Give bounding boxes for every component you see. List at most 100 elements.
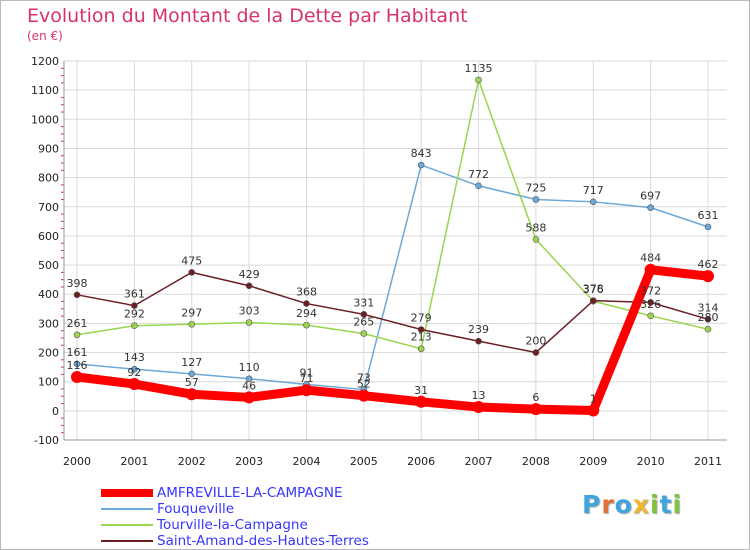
data-label: 772 (468, 168, 489, 181)
logo-letter: P (582, 490, 602, 519)
y-tick-label: 1000 (31, 113, 59, 126)
data-label: 73 (357, 372, 371, 385)
x-tick-label: 2007 (465, 455, 493, 468)
x-tick-label: 2011 (694, 455, 722, 468)
data-label: 462 (698, 258, 719, 271)
data-label: 372 (640, 284, 661, 297)
data-label: 57 (185, 376, 199, 389)
x-tick-label: 2004 (292, 455, 320, 468)
series-line (76, 271, 709, 354)
data-label: 1 (590, 393, 597, 406)
data-point (131, 322, 138, 330)
x-tick-label: 2005 (350, 455, 378, 468)
data-point (300, 384, 313, 397)
data-point (71, 371, 83, 384)
y-tick-label: 100 (38, 376, 59, 389)
plot-area (64, 61, 727, 440)
data-point (357, 389, 370, 402)
data-point (73, 360, 81, 368)
data-point (589, 297, 597, 304)
y-tick-label: -100 (34, 434, 59, 447)
data-label: 631 (698, 209, 719, 222)
data-point (245, 375, 253, 383)
data-label: 280 (698, 311, 719, 324)
data-label: 717 (583, 184, 604, 197)
data-label: 46 (242, 379, 256, 392)
data-label: 475 (181, 254, 202, 267)
legend-swatch (101, 524, 153, 526)
data-point (417, 326, 425, 333)
data-point (529, 403, 542, 416)
data-point (647, 312, 654, 320)
legend-label: Fouqueville (157, 501, 235, 517)
proxiti-logo: Proxiti (582, 490, 682, 519)
legend-label: Saint-Amand-des-Hautes-Terres (157, 533, 369, 549)
data-point (644, 263, 657, 276)
y-tick-label: 0 (52, 405, 59, 418)
y-tick-label: 800 (38, 172, 59, 185)
logo-letter: o (614, 490, 633, 519)
data-point (243, 391, 256, 404)
data-label: 116 (67, 359, 88, 372)
data-point (702, 270, 714, 283)
data-point (417, 161, 425, 169)
logo-letter: x (632, 490, 650, 519)
series-line (76, 164, 709, 391)
data-label: 697 (640, 190, 661, 203)
data-label: 725 (525, 181, 546, 194)
y-tick-label: 900 (38, 142, 59, 155)
data-label: 92 (127, 366, 141, 379)
data-point (245, 319, 253, 326)
data-point (587, 404, 600, 417)
data-label: 331 (353, 296, 374, 309)
data-point (188, 269, 196, 276)
data-point (131, 365, 138, 373)
data-label: 378 (583, 283, 604, 296)
data-point (415, 395, 428, 408)
x-tick-label: 2001 (120, 455, 148, 468)
x-tick-label: 2009 (579, 455, 607, 468)
x-tick-label: 2003 (235, 455, 263, 468)
y-tick-label: 700 (38, 201, 59, 214)
legend-swatch (101, 489, 153, 497)
data-point (532, 196, 540, 203)
data-label: 314 (698, 301, 719, 314)
y-tick-label: 1100 (31, 84, 59, 97)
data-point (475, 76, 482, 84)
x-tick-label: 2000 (63, 455, 91, 468)
data-point (128, 378, 141, 391)
data-label: 52 (357, 378, 371, 391)
data-point (704, 316, 712, 323)
data-label: 261 (67, 317, 88, 330)
data-label: 361 (124, 288, 145, 301)
data-point (360, 311, 368, 318)
series-line (76, 79, 709, 350)
data-label: 292 (124, 308, 145, 321)
legend-label: Tourville-la-Campagne (157, 517, 308, 533)
legend-swatch (101, 508, 153, 510)
axes: -100 0 100 200 300 400 500 600 700 800 900 1000 1100… (31, 55, 727, 468)
data-point (188, 320, 196, 328)
y-tick-label: 400 (38, 288, 59, 301)
x-tick-label: 2010 (637, 455, 665, 468)
data-point (647, 299, 654, 306)
series-lines (71, 76, 714, 417)
data-label: 265 (353, 316, 374, 329)
logo-letter: t (659, 490, 673, 519)
data-label: 127 (181, 356, 202, 369)
data-label: 429 (239, 268, 260, 281)
grid-lines (64, 60, 727, 441)
data-label: 239 (468, 323, 489, 336)
logo-letter: i (650, 490, 660, 519)
data-label: 303 (239, 305, 260, 318)
legend-label: AMFREVILLE-LA-CAMPAGNE (157, 485, 343, 501)
data-label: 13 (472, 389, 486, 402)
logo-letter: i (672, 490, 683, 519)
x-tick-label: 2006 (407, 455, 435, 468)
data-label: 213 (411, 331, 432, 344)
chart-title: Evolution du Montant de la Dette par Hab… (27, 5, 468, 27)
legend-swatch (101, 540, 153, 542)
data-label: 294 (296, 307, 317, 320)
